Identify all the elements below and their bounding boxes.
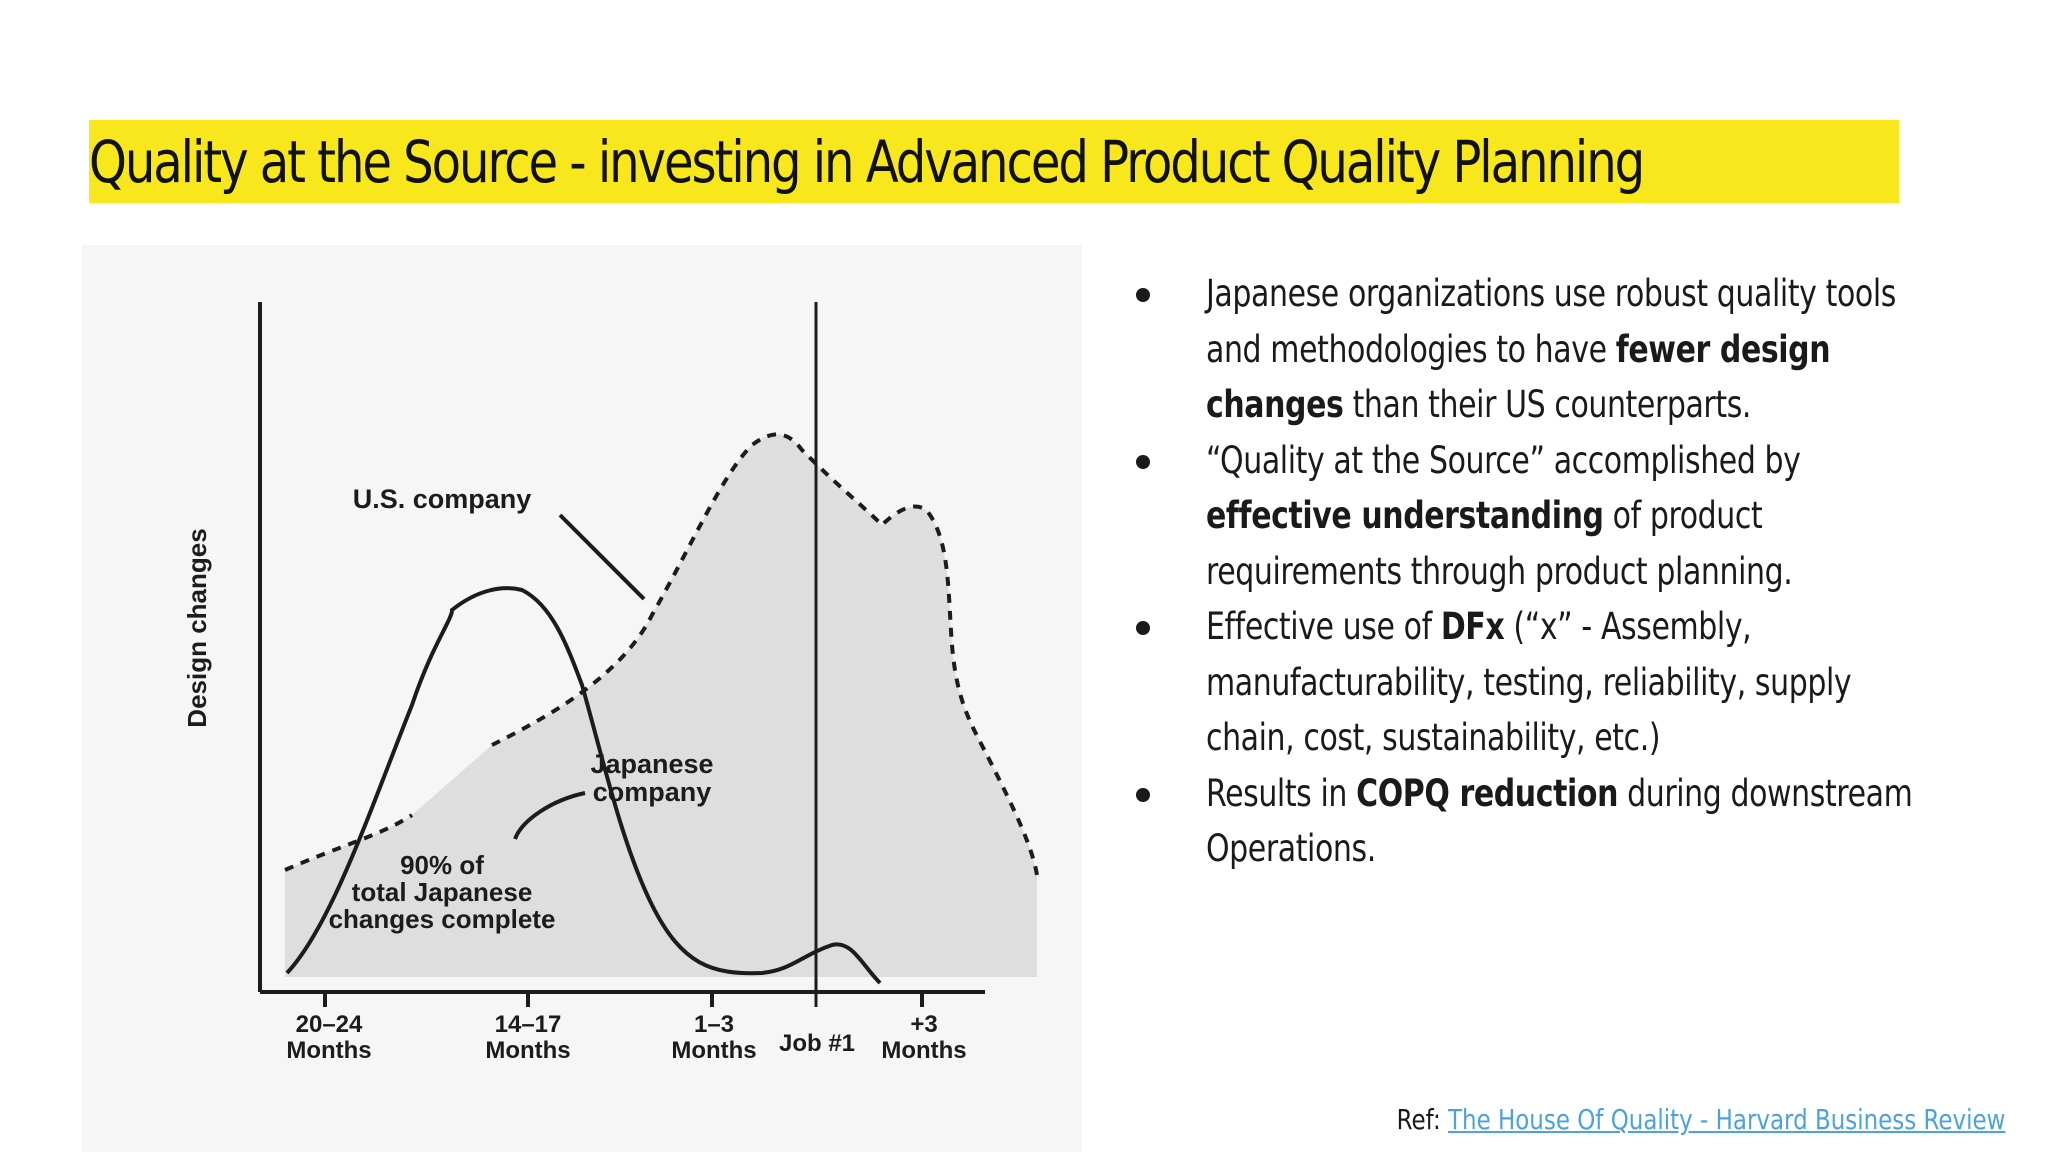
bullet-segment: than their US counterparts. <box>1343 383 1752 426</box>
bullet-emphasis: fewer design changes <box>1206 327 1831 427</box>
bullet-item: “Quality at the Source” accomplished by … <box>1120 433 2000 600</box>
bullet-text: Japanese organizations use robust qualit… <box>1206 266 1919 433</box>
bullet-dot-icon <box>1136 621 1150 635</box>
reference-prefix: Ref: <box>1396 1103 1448 1136</box>
bullet-segment: Results in <box>1206 771 1357 815</box>
title-highlight <box>89 120 1899 203</box>
bullet-emphasis: COPQ reduction <box>1356 771 1619 815</box>
bullet-segment: “Quality at the Source” accomplished by <box>1206 438 1801 482</box>
tick-label: Months <box>485 1037 570 1064</box>
japanese-changes-note: total Japanese <box>352 877 533 907</box>
bullet-item: Results in COPQ reduction during downstr… <box>1120 766 2000 877</box>
japanese-company-label: company <box>593 777 712 807</box>
page-title: Quality at the Source - investing in Adv… <box>89 128 1645 196</box>
japanese-changes-note: changes complete <box>329 904 556 934</box>
tick-label: 20–24 <box>296 1011 363 1038</box>
reference-citation: Ref: The House Of Quality - Harvard Busi… <box>1396 1100 2005 1140</box>
us-company-curve <box>284 432 1039 876</box>
tick-label: 1–3 <box>694 1011 734 1038</box>
tick-label: Months <box>671 1037 756 1064</box>
bullet-segment: of product requirements through product … <box>1206 494 1793 593</box>
bullet-dot-icon <box>1136 288 1150 302</box>
japanese-company-label: Japanese <box>590 749 713 779</box>
reference-link[interactable]: The House Of Quality - Harvard Business … <box>1447 1103 2005 1136</box>
tick-label: Months <box>286 1037 371 1064</box>
bullet-text: Results in COPQ reduction during downstr… <box>1206 766 1919 877</box>
us-company-label: U.S. company <box>353 484 532 514</box>
bullet-text: “Quality at the Source” accomplished by … <box>1206 433 1919 600</box>
bullet-text: Effective use of DFx (“x” - Assembly, ma… <box>1206 599 1919 766</box>
key-points-list: Japanese organizations use robust qualit… <box>1120 266 2000 877</box>
bullet-emphasis: DFx <box>1440 605 1505 648</box>
diagram-svg: 20–24 Months 14–17 Months 1–3 Months Job… <box>182 302 1039 1064</box>
bullet-segment: Effective use of <box>1206 605 1441 648</box>
tick-label: Months <box>881 1037 966 1064</box>
bullet-dot-icon <box>1136 454 1150 469</box>
bullet-emphasis: effective understanding <box>1206 494 1604 537</box>
bullet-segment: during downstream Operations. <box>1206 771 1913 871</box>
japanese-company-curve <box>285 586 882 985</box>
us-company-leader-line <box>558 513 646 601</box>
tick-label: 14–17 <box>495 1011 562 1038</box>
japanese-company-leader-line <box>513 791 586 840</box>
bullet-segment: Japanese organizations use robust qualit… <box>1206 272 1896 371</box>
tick-label: +3 <box>910 1011 937 1038</box>
y-axis-label: Design changes <box>182 528 212 727</box>
bullet-dot-icon <box>1136 787 1150 802</box>
design-changes-diagram: 20–24 Months 14–17 Months 1–3 Months Job… <box>82 245 1082 1152</box>
japanese-changes-note: 90% of <box>400 850 484 880</box>
us-company-shaded-area <box>285 434 1037 977</box>
bullet-item: Japanese organizations use robust qualit… <box>1120 266 2000 433</box>
bullet-segment: (“x” - Assembly, manufacturability, test… <box>1206 605 1852 759</box>
bullet-item: Effective use of DFx (“x” - Assembly, ma… <box>1120 599 2000 766</box>
tick-label: Job #1 <box>779 1030 855 1057</box>
